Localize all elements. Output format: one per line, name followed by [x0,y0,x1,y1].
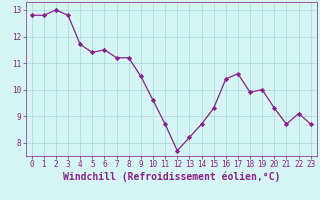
X-axis label: Windchill (Refroidissement éolien,°C): Windchill (Refroidissement éolien,°C) [62,172,280,182]
